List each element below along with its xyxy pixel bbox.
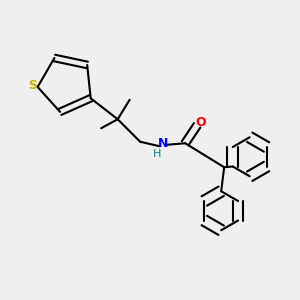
Text: H: H (152, 149, 161, 159)
Text: O: O (196, 116, 206, 129)
Text: N: N (158, 137, 169, 150)
Text: S: S (28, 79, 37, 92)
